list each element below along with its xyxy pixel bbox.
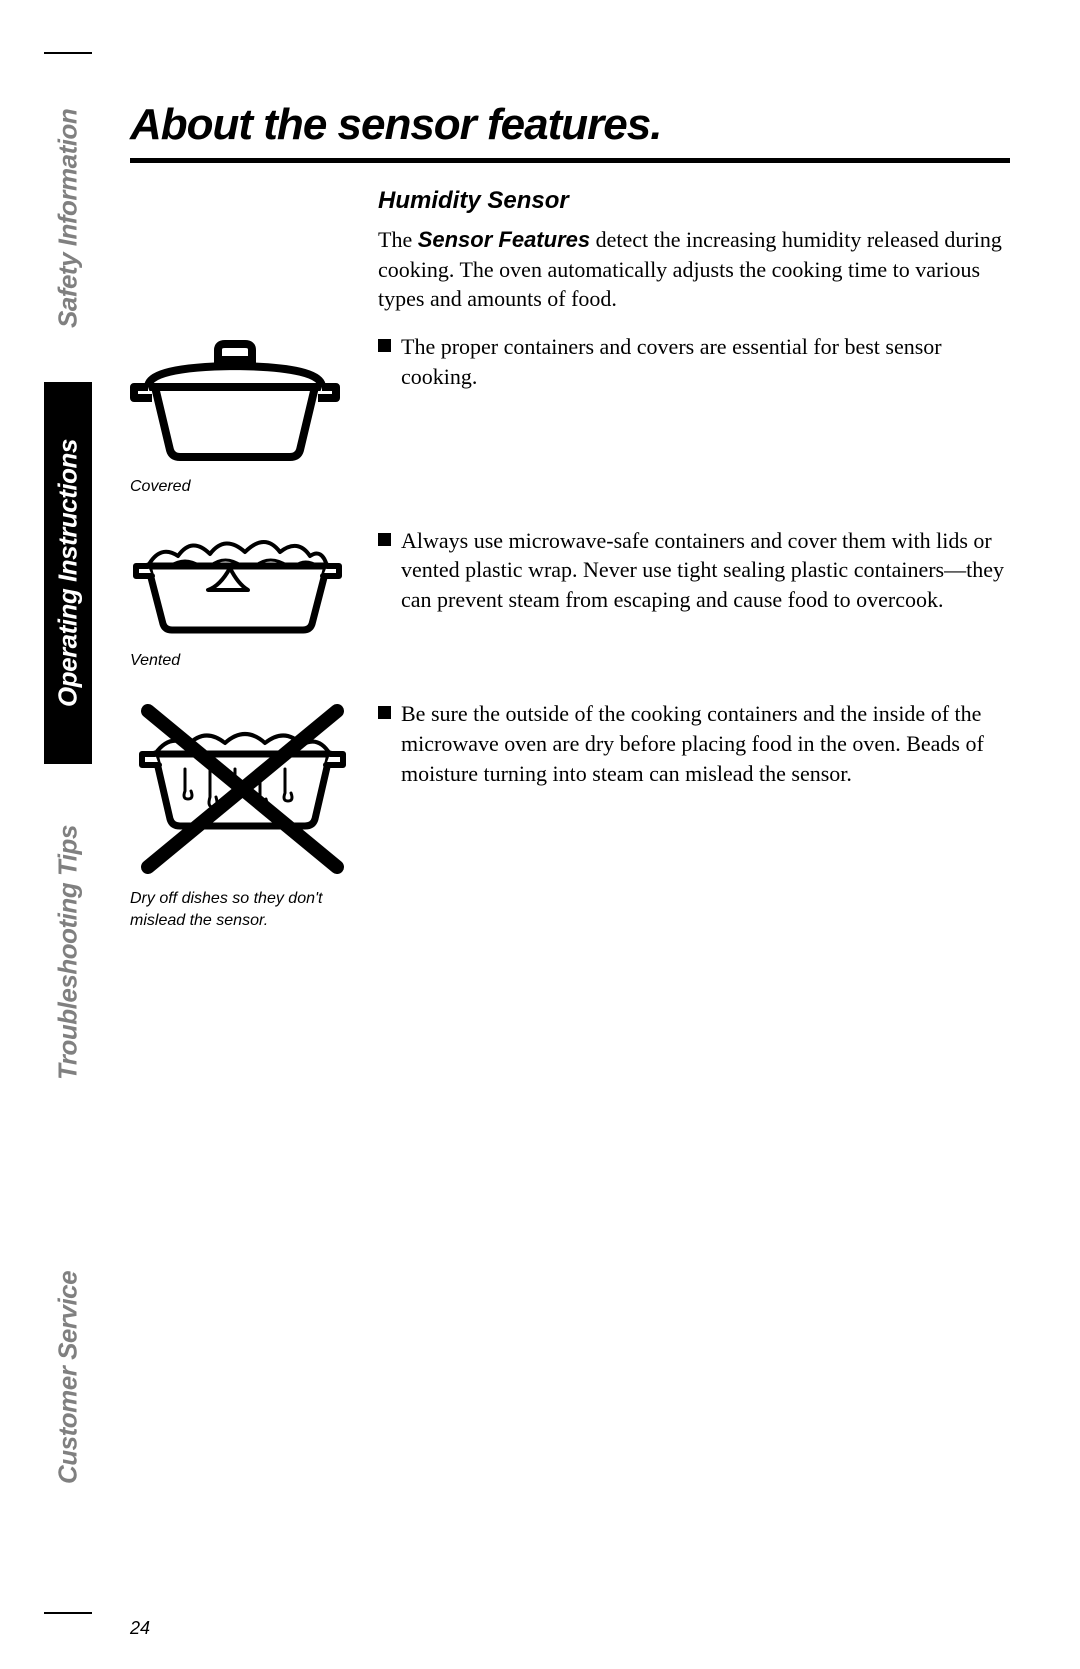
tab-operating-instructions: Operating Instructions xyxy=(44,382,92,762)
bullet-icon xyxy=(378,533,391,546)
tab-safety-information: Safety Information xyxy=(44,52,92,382)
bullet-content: The proper containers and covers are ess… xyxy=(401,332,1010,391)
bullet-text: Always use microwave-safe containers and… xyxy=(378,526,1010,615)
bullet-text: The proper containers and covers are ess… xyxy=(378,332,1010,391)
figure-dry: Dry off dishes so they don't mislead the… xyxy=(130,699,378,931)
figure-caption: Dry off dishes so they don't mislead the… xyxy=(130,888,350,931)
section-heading: Humidity Sensor xyxy=(378,187,1010,215)
figure-vented: Vented xyxy=(130,526,378,672)
figure-caption: Covered xyxy=(130,476,190,498)
bullet-icon xyxy=(378,339,391,352)
bullet-icon xyxy=(378,706,391,719)
intro-paragraph: The Sensor Features detect the increasin… xyxy=(378,225,1010,314)
row-dry: Dry off dishes so they don't mislead the… xyxy=(130,699,1010,931)
figure-caption: Vented xyxy=(130,650,180,672)
page-number: 24 xyxy=(130,1618,150,1639)
bullet-text: Be sure the outside of the cooking conta… xyxy=(378,699,1010,788)
row-covered: Covered The proper containers and covers… xyxy=(130,332,1010,498)
figure-covered: Covered xyxy=(130,332,378,498)
tab-troubleshooting-tips: Troubleshooting Tips xyxy=(44,762,92,1142)
intro-pre: The xyxy=(378,227,418,252)
vented-dish-icon xyxy=(130,526,345,636)
intro-lead: Sensor Features xyxy=(418,227,590,252)
covered-dish-icon xyxy=(130,332,340,462)
sidebar-tabs: Safety Information Operating Instruction… xyxy=(44,52,92,1614)
row-vented: Vented Always use microwave-safe contain… xyxy=(130,526,1010,672)
tab-customer-service: Customer Service xyxy=(44,1142,92,1612)
wet-dish-crossed-icon xyxy=(130,699,355,874)
bullet-content: Always use microwave-safe containers and… xyxy=(401,526,1010,615)
bullet-content: Be sure the outside of the cooking conta… xyxy=(401,699,1010,788)
page-content: About the sensor features. Humidity Sens… xyxy=(130,100,1010,959)
page-title: About the sensor features. xyxy=(130,100,1010,163)
